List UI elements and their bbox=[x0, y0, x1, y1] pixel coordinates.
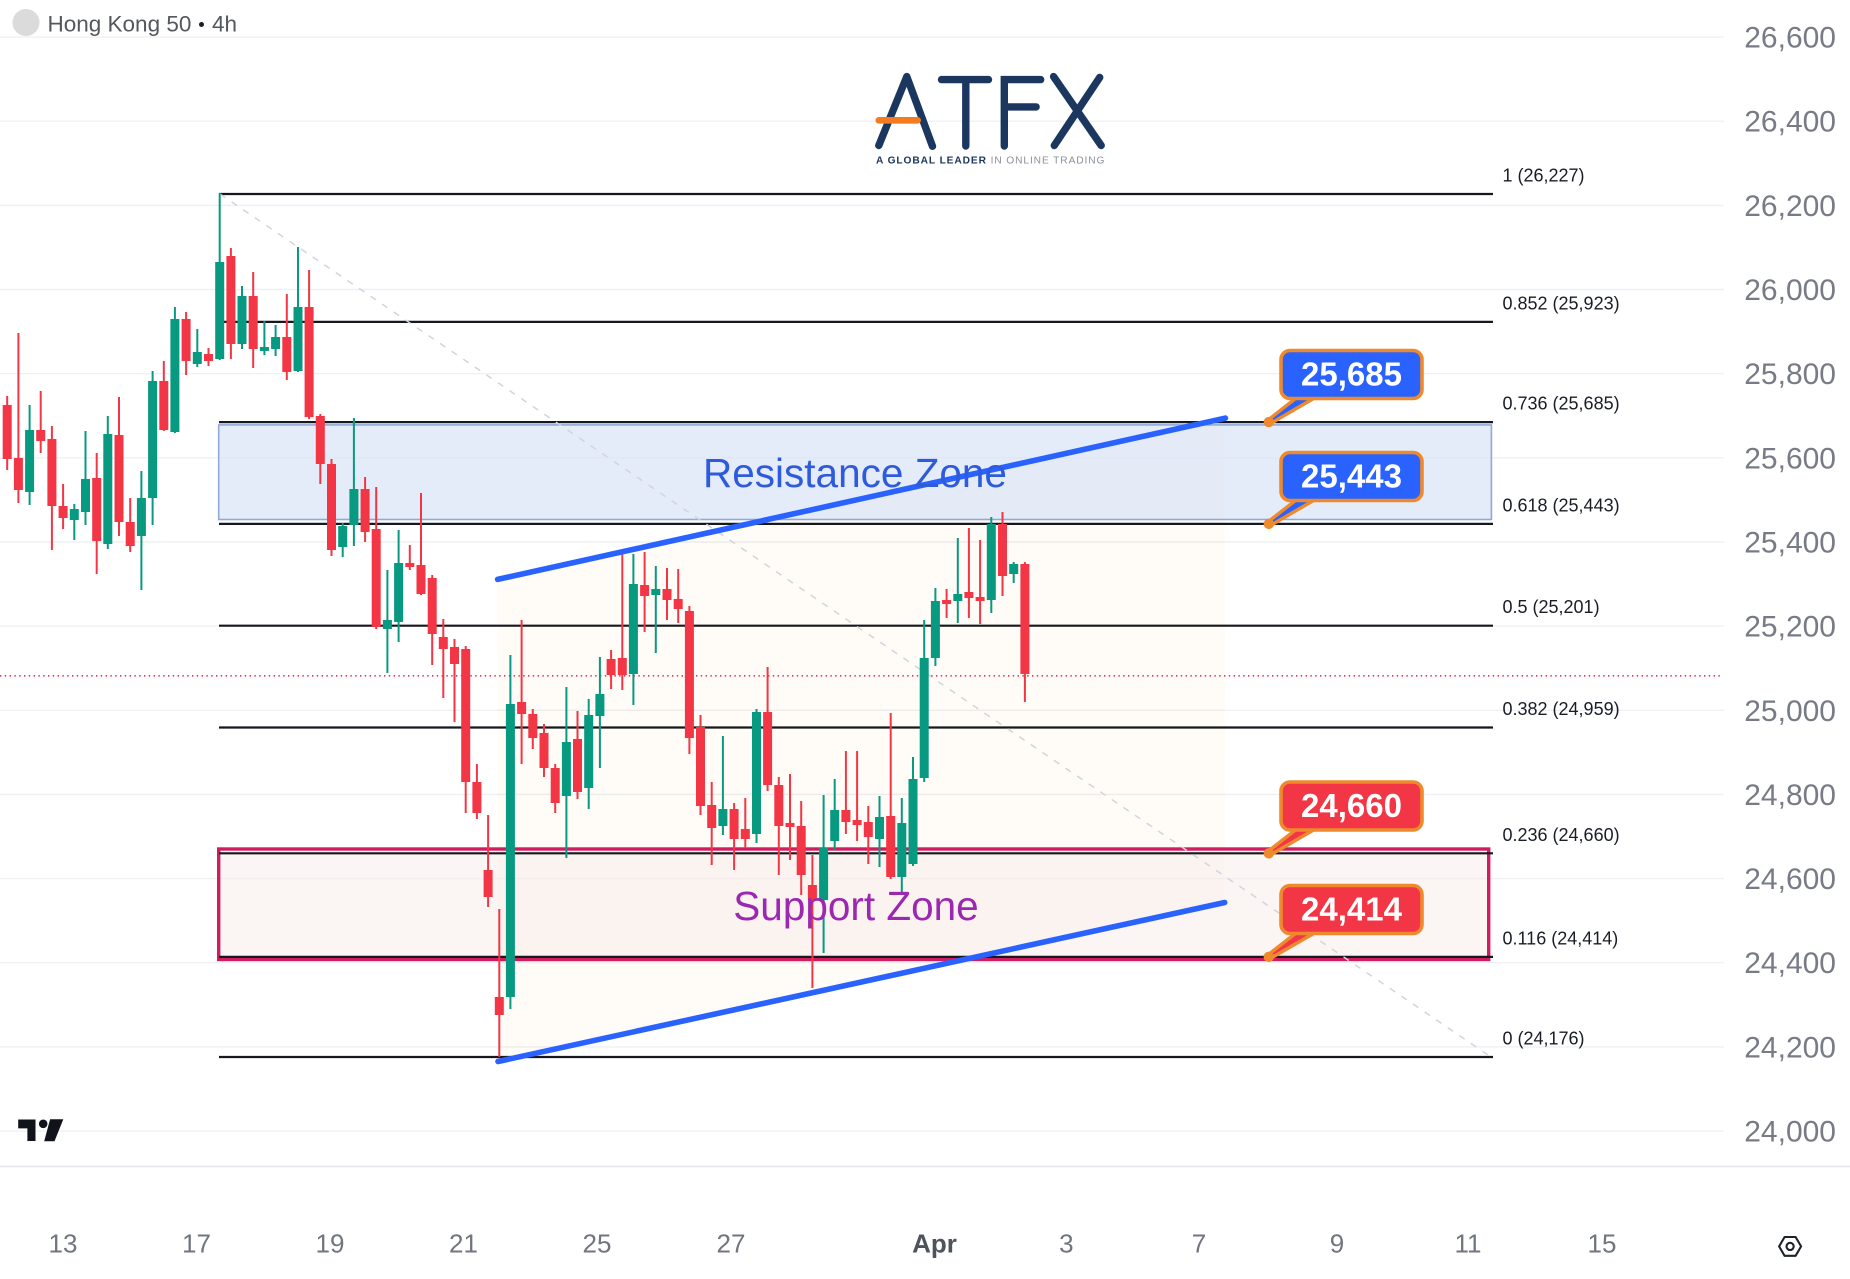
svg-text:13: 13 bbox=[49, 1229, 78, 1259]
svg-text:24,600: 24,600 bbox=[1744, 863, 1836, 896]
svg-text:0.852 (25,923): 0.852 (25,923) bbox=[1503, 293, 1620, 313]
svg-text:0.382 (24,959): 0.382 (24,959) bbox=[1503, 699, 1620, 719]
svg-text:25,400: 25,400 bbox=[1744, 527, 1836, 560]
svg-text:25,685: 25,685 bbox=[1301, 356, 1402, 393]
svg-text:Support Zone: Support Zone bbox=[733, 883, 978, 929]
svg-text:19: 19 bbox=[316, 1229, 345, 1259]
svg-text:25,443: 25,443 bbox=[1301, 458, 1402, 495]
svg-text:17: 17 bbox=[182, 1229, 211, 1259]
svg-text:24,414: 24,414 bbox=[1301, 891, 1403, 928]
svg-text:24,200: 24,200 bbox=[1744, 1031, 1836, 1064]
svg-text:25,200: 25,200 bbox=[1744, 611, 1836, 644]
svg-text:3: 3 bbox=[1059, 1229, 1073, 1259]
svg-text:9: 9 bbox=[1330, 1229, 1344, 1259]
svg-text:26,400: 26,400 bbox=[1744, 106, 1836, 139]
svg-text:0 (24,176): 0 (24,176) bbox=[1503, 1029, 1585, 1049]
svg-text:26,200: 26,200 bbox=[1744, 190, 1836, 223]
svg-text:0.5 (25,201): 0.5 (25,201) bbox=[1503, 597, 1600, 617]
svg-text:0.116 (24,414): 0.116 (24,414) bbox=[1503, 928, 1619, 948]
svg-text:A GLOBAL LEADER IN ONLINE TRAD: A GLOBAL LEADER IN ONLINE TRADING bbox=[876, 156, 1105, 167]
svg-text:25,800: 25,800 bbox=[1744, 358, 1836, 391]
svg-text:27: 27 bbox=[717, 1229, 746, 1259]
svg-text:0.236 (24,660): 0.236 (24,660) bbox=[1503, 825, 1620, 845]
svg-text:Apr: Apr bbox=[912, 1229, 957, 1259]
svg-text:24,400: 24,400 bbox=[1744, 947, 1836, 980]
svg-text:7: 7 bbox=[1192, 1229, 1206, 1259]
svg-text:15: 15 bbox=[1588, 1229, 1617, 1259]
svg-text:25,000: 25,000 bbox=[1744, 695, 1836, 728]
svg-text:Hong Kong 50: Hong Kong 50 bbox=[48, 12, 192, 37]
svg-text:Resistance Zone: Resistance Zone bbox=[703, 450, 1007, 496]
svg-text:26,000: 26,000 bbox=[1744, 274, 1836, 307]
svg-text:25: 25 bbox=[583, 1229, 612, 1259]
svg-text:24,800: 24,800 bbox=[1744, 779, 1836, 812]
svg-text:25,600: 25,600 bbox=[1744, 442, 1836, 475]
svg-text:11: 11 bbox=[1455, 1229, 1482, 1259]
svg-text:4h: 4h bbox=[212, 12, 237, 37]
svg-text:24,000: 24,000 bbox=[1744, 1116, 1836, 1149]
svg-text:21: 21 bbox=[449, 1229, 478, 1259]
svg-text:1 (26,227): 1 (26,227) bbox=[1503, 166, 1585, 186]
svg-text:0.736 (25,685): 0.736 (25,685) bbox=[1503, 394, 1620, 414]
svg-text:0.618 (25,443): 0.618 (25,443) bbox=[1503, 495, 1620, 515]
svg-text:24,660: 24,660 bbox=[1301, 787, 1402, 824]
svg-text:26,600: 26,600 bbox=[1744, 22, 1836, 55]
